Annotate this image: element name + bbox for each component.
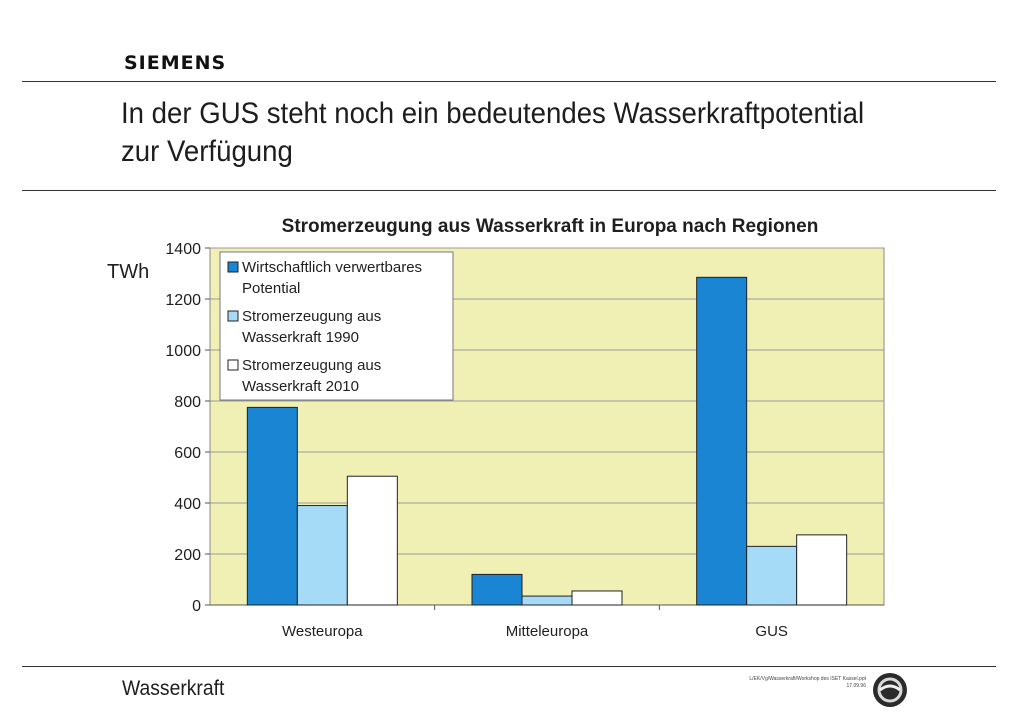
y-tick-label: 800 bbox=[174, 394, 201, 411]
footer-label: Wasserkraft bbox=[122, 677, 225, 700]
bar bbox=[571, 590, 623, 606]
bar bbox=[296, 505, 348, 606]
x-tick-label: GUS bbox=[755, 623, 788, 640]
y-axis-label: TWh bbox=[107, 261, 149, 283]
header-divider bbox=[22, 81, 996, 82]
y-tick-label: 400 bbox=[174, 496, 201, 513]
siemens-logo: SIEMENS bbox=[124, 52, 227, 74]
bar bbox=[696, 276, 748, 606]
slide-title: In der GUS steht noch ein bedeutendes Wa… bbox=[121, 95, 875, 171]
y-tick-label: 1400 bbox=[165, 241, 201, 258]
legend-entry: Stromerzeugung aus Wasserkraft 2010 bbox=[242, 357, 381, 395]
emblem-icon bbox=[873, 673, 907, 707]
y-tick-label: 0 bbox=[192, 598, 201, 615]
y-tick-label: 1200 bbox=[165, 292, 201, 309]
bar bbox=[521, 595, 573, 606]
legend-swatch bbox=[227, 261, 239, 273]
x-tick-label: Mitteleuropa bbox=[506, 623, 589, 640]
y-tick-label: 1000 bbox=[165, 343, 201, 360]
bar bbox=[746, 545, 798, 606]
legend-swatch bbox=[227, 310, 239, 322]
y-tick-label: 200 bbox=[174, 547, 201, 564]
y-tick-label: 600 bbox=[174, 445, 201, 462]
bar bbox=[346, 475, 398, 606]
x-tick-label: Westeuropa bbox=[282, 623, 363, 640]
bar bbox=[246, 406, 298, 606]
footer-file-path: L/EK/Vg/Wasserkraft/Workshop des ISET Ka… bbox=[749, 676, 866, 682]
legend-box bbox=[219, 251, 454, 401]
slide-title-line-1: In der GUS steht noch ein bedeutendes Wa… bbox=[121, 97, 865, 130]
legend-entry: Stromerzeugung aus Wasserkraft 1990 bbox=[242, 308, 381, 346]
footer-date: 17.09.96 bbox=[846, 683, 866, 689]
footer-file-info: L/EK/Vg/Wasserkraft/Workshop des ISET Ka… bbox=[749, 676, 866, 690]
bar bbox=[471, 573, 523, 606]
legend-swatch bbox=[227, 359, 239, 371]
chart-title: Stromerzeugung aus Wasserkraft in Europa… bbox=[282, 216, 819, 237]
footer-divider bbox=[22, 666, 996, 667]
legend-entry: Wirtschaftlich verwertbares Potential bbox=[242, 259, 422, 297]
bar bbox=[796, 534, 848, 606]
slide-title-line-2: zur Verfügung bbox=[121, 135, 293, 168]
title-divider bbox=[22, 190, 996, 191]
